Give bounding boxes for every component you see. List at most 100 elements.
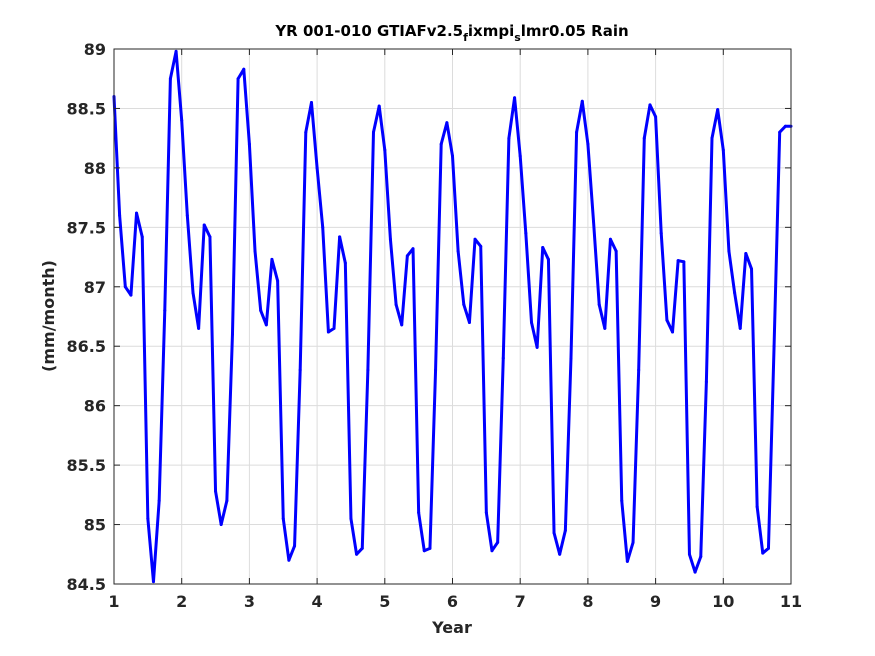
data-point bbox=[360, 546, 364, 550]
data-point bbox=[276, 279, 280, 283]
data-point bbox=[185, 213, 189, 217]
data-point bbox=[394, 303, 398, 307]
x-axis-label: Year bbox=[431, 618, 472, 637]
data-point bbox=[744, 251, 748, 255]
data-point bbox=[727, 249, 731, 253]
data-point bbox=[778, 130, 782, 134]
data-point bbox=[467, 320, 471, 324]
chart-title-part1: YR 001-010 GTIAFv2.5 bbox=[274, 22, 463, 40]
data-point bbox=[496, 540, 500, 544]
data-point bbox=[129, 293, 133, 297]
data-point bbox=[563, 529, 567, 532]
data-point bbox=[518, 154, 522, 158]
data-point bbox=[580, 99, 584, 103]
data-point bbox=[405, 254, 409, 258]
data-point bbox=[445, 121, 449, 125]
x-tick-marks bbox=[113, 49, 792, 584]
data-point bbox=[428, 546, 432, 550]
data-point bbox=[417, 511, 421, 515]
data-point bbox=[293, 544, 297, 548]
data-point bbox=[180, 118, 184, 122]
data-point bbox=[315, 166, 319, 170]
data-point bbox=[648, 103, 652, 107]
x-tick-labels: 1 2 3 4 5 6 7 8 9 10 11 bbox=[108, 592, 802, 611]
x-tick-label: 11 bbox=[780, 592, 802, 611]
data-point bbox=[603, 326, 607, 330]
x-tick-label: 6 bbox=[447, 592, 458, 611]
data-point bbox=[733, 291, 737, 295]
data-point bbox=[473, 237, 477, 241]
data-point bbox=[168, 77, 172, 81]
data-point bbox=[197, 326, 201, 330]
data-point bbox=[309, 101, 313, 104]
data-point bbox=[659, 231, 663, 235]
data-point bbox=[366, 368, 370, 372]
data-point bbox=[383, 148, 387, 152]
data-point bbox=[422, 549, 426, 553]
y-tick-marks bbox=[114, 48, 791, 585]
x-tick-label: 4 bbox=[312, 592, 323, 611]
data-point bbox=[558, 552, 562, 556]
data-point bbox=[298, 368, 302, 372]
data-point bbox=[157, 499, 161, 503]
data-point bbox=[772, 344, 776, 348]
data-point bbox=[332, 326, 336, 330]
y-tick-label: 87 bbox=[84, 278, 106, 297]
data-point bbox=[377, 104, 381, 108]
chart-title-part2: ixmpi bbox=[468, 22, 514, 40]
x-tick-label: 7 bbox=[515, 592, 526, 611]
data-point bbox=[569, 356, 573, 360]
data-point bbox=[462, 303, 466, 307]
data-point bbox=[338, 235, 342, 239]
data-point bbox=[236, 77, 240, 81]
data-point bbox=[676, 259, 680, 263]
data-point bbox=[761, 551, 765, 555]
x-tick-label: 2 bbox=[176, 592, 187, 611]
data-point bbox=[665, 318, 669, 322]
data-point bbox=[682, 260, 686, 264]
chart-title-sub1: f bbox=[463, 31, 468, 44]
data-point bbox=[146, 517, 150, 521]
data-point bbox=[614, 249, 618, 253]
x-tick-label: 9 bbox=[650, 592, 661, 611]
data-point bbox=[507, 136, 511, 140]
y-tick-label: 85.5 bbox=[67, 456, 106, 475]
chart-title-part3: lmr0.05 Rain bbox=[521, 22, 629, 40]
data-point bbox=[631, 540, 635, 544]
data-point bbox=[738, 326, 742, 330]
data-point bbox=[575, 130, 579, 134]
data-point bbox=[253, 249, 257, 253]
data-point bbox=[230, 332, 234, 336]
data-point bbox=[270, 257, 274, 261]
data-point bbox=[439, 142, 443, 146]
data-point bbox=[750, 267, 754, 271]
data-point bbox=[202, 223, 206, 227]
data-point bbox=[625, 559, 629, 563]
data-point bbox=[118, 213, 122, 217]
data-point bbox=[783, 124, 787, 128]
data-point bbox=[123, 285, 127, 289]
chart-title: YR 001-010 GTIAFv2.5fixmpislmr0.05 Rain bbox=[274, 22, 628, 44]
data-point bbox=[140, 235, 144, 239]
data-point bbox=[704, 380, 708, 384]
data-point bbox=[513, 96, 517, 100]
chart-title-sub2: s bbox=[514, 31, 521, 44]
y-tick-label: 89 bbox=[84, 40, 106, 59]
data-point bbox=[541, 246, 545, 250]
x-tick-label: 10 bbox=[712, 592, 734, 611]
data-point bbox=[552, 531, 556, 535]
x-tick-label: 1 bbox=[108, 592, 119, 611]
data-point bbox=[191, 291, 195, 295]
data-point bbox=[479, 244, 483, 248]
y-tick-label: 84.5 bbox=[67, 575, 106, 594]
data-point bbox=[242, 67, 246, 71]
data-point bbox=[755, 505, 759, 509]
data-point bbox=[637, 368, 641, 372]
data-point bbox=[766, 546, 770, 550]
data-point bbox=[693, 570, 697, 574]
y-tick-label: 88 bbox=[84, 159, 106, 178]
data-point bbox=[247, 142, 251, 146]
data-point bbox=[135, 211, 139, 215]
data-point bbox=[163, 309, 167, 313]
data-point bbox=[388, 237, 392, 241]
